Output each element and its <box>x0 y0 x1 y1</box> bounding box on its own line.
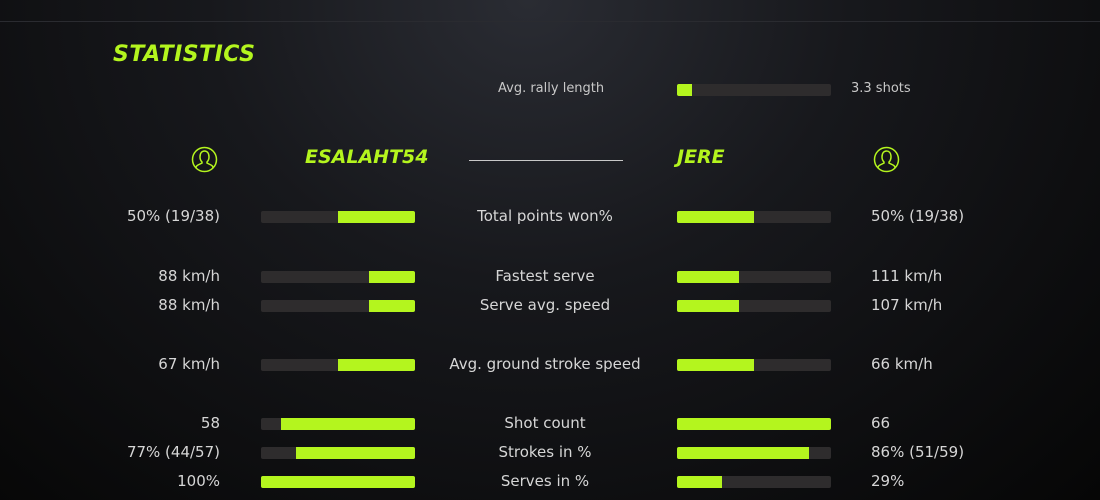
right-value: 50% (19/38) <box>871 207 965 225</box>
page-title: STATISTICS <box>113 42 256 67</box>
right-bar-fill <box>677 476 722 488</box>
left-bar-fill <box>261 476 415 488</box>
left-bar-fill <box>281 418 415 430</box>
right-value: 66 <box>871 414 891 432</box>
right-bar-fill <box>677 447 810 459</box>
left-bar <box>261 447 415 459</box>
left-player-name: ESALAHT54 <box>305 146 429 168</box>
right-value: 29% <box>871 472 905 490</box>
right-bar <box>677 476 831 488</box>
left-bar <box>261 300 415 312</box>
left-bar <box>261 418 415 430</box>
stat-label: Serve avg. speed <box>479 296 611 314</box>
stat-label: Avg. ground stroke speed <box>449 355 641 373</box>
right-bar <box>677 300 831 312</box>
left-value: 100% <box>177 472 220 490</box>
stat-label: Total points won% <box>477 207 613 225</box>
left-bar <box>261 476 415 488</box>
left-bar-fill <box>338 359 415 371</box>
right-value: 111 km/h <box>871 267 943 285</box>
right-bar-fill <box>677 418 831 430</box>
rally-value: 3.3 shots <box>851 81 911 96</box>
user-icon <box>191 146 218 173</box>
right-bar <box>677 211 831 223</box>
top-divider <box>0 21 1100 22</box>
left-value: 88 km/h <box>158 267 220 285</box>
left-bar-fill <box>368 271 415 283</box>
right-bar-fill <box>677 300 739 312</box>
stat-label: Strokes in % <box>498 443 592 461</box>
rally-bar <box>677 84 831 96</box>
left-bar-fill <box>338 211 415 223</box>
left-bar <box>261 271 415 283</box>
left-value: 67 km/h <box>158 355 220 373</box>
left-value: 50% (19/38) <box>126 207 220 225</box>
left-bar <box>261 211 415 223</box>
right-value: 107 km/h <box>871 296 943 314</box>
left-bar-fill <box>368 300 415 312</box>
right-value: 66 km/h <box>871 355 933 373</box>
rally-bar-fill <box>677 84 693 96</box>
left-value: 88 km/h <box>158 296 220 314</box>
right-bar <box>677 359 831 371</box>
stat-label: Shot count <box>504 414 586 432</box>
right-bar <box>677 271 831 283</box>
header-divider <box>469 160 623 161</box>
left-value: 58 <box>200 414 220 432</box>
left-bar <box>261 359 415 371</box>
right-bar-fill <box>677 271 739 283</box>
right-bar <box>677 447 831 459</box>
stat-label: Fastest serve <box>495 267 595 285</box>
right-bar <box>677 418 831 430</box>
right-bar-fill <box>677 211 754 223</box>
rally-label: Avg. rally length <box>498 81 605 96</box>
stat-label: Serves in % <box>500 472 590 490</box>
right-value: 86% (51/59) <box>871 443 965 461</box>
right-player-name: JERE <box>677 146 725 168</box>
left-value: 77% (44/57) <box>126 443 220 461</box>
left-bar-fill <box>296 447 415 459</box>
user-icon <box>873 146 900 173</box>
right-bar-fill <box>677 359 754 371</box>
